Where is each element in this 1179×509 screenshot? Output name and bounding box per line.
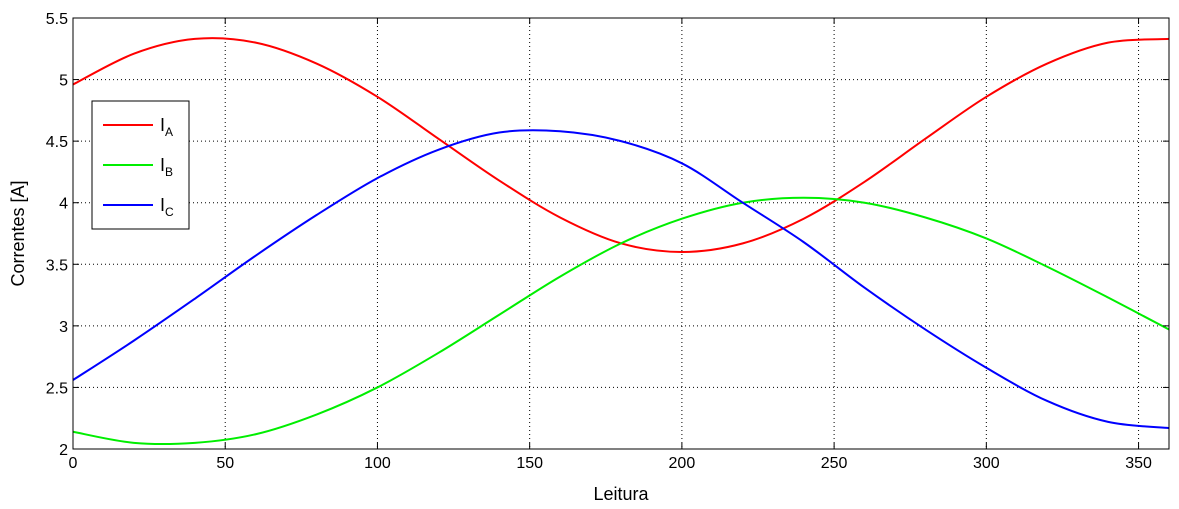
legend-label-b: IB: [160, 155, 173, 179]
y-tick-label: 2: [59, 442, 68, 459]
y-tick-label: 4.5: [46, 134, 68, 151]
grid: [73, 18, 1169, 449]
x-tick-label: 350: [1125, 455, 1152, 472]
ticks: 0 50 100 150 200 250 300 350 2 2.5 3 3.5 4 4.5 5 5.5: [46, 11, 1169, 472]
x-axis-label: Leitura: [593, 484, 649, 504]
y-axis-label: Correntes [A]: [8, 180, 28, 286]
x-tick-label: 100: [364, 455, 391, 472]
x-tick-label: 200: [669, 455, 696, 472]
legend-label-a: IA: [160, 115, 173, 139]
x-tick-label: 50: [216, 455, 234, 472]
y-tick-label: 2.5: [46, 380, 68, 397]
series-layer: [72, 37, 1170, 446]
series-line-b: [72, 196, 1170, 446]
series-line-a: [72, 37, 1170, 253]
y-tick-label: 5: [59, 73, 68, 90]
series-line-c: [72, 129, 1170, 430]
legend-label-c: IC: [160, 195, 174, 219]
x-tick-label: 300: [973, 455, 1000, 472]
legend: IA IB IC: [91, 100, 190, 230]
y-tick-label: 5.5: [46, 11, 68, 28]
x-tick-label: 0: [69, 455, 78, 472]
x-tick-label: 250: [821, 455, 848, 472]
y-tick-label: 3: [59, 319, 68, 336]
plot-frame: [72, 17, 1170, 450]
x-tick-label: 150: [516, 455, 543, 472]
y-tick-label: 4: [59, 196, 68, 213]
y-tick-label: 3.5: [46, 257, 68, 274]
